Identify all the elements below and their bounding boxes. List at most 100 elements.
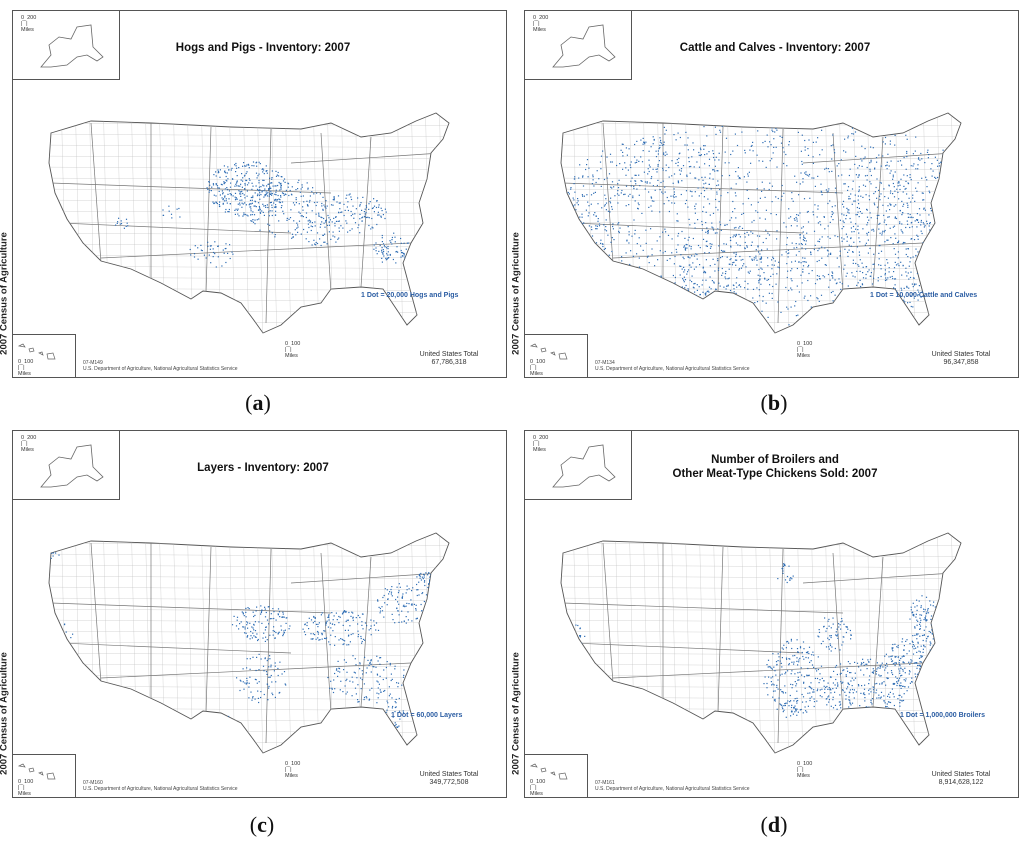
- dot: [230, 193, 232, 195]
- dot: [573, 199, 575, 201]
- dot: [755, 257, 757, 259]
- dot: [281, 673, 283, 675]
- dot: [377, 600, 379, 602]
- dot: [629, 164, 631, 166]
- dot: [774, 698, 776, 700]
- dot: [263, 205, 265, 207]
- dot: [796, 657, 798, 659]
- dot: [405, 592, 407, 594]
- dot: [912, 194, 914, 196]
- dot: [293, 220, 295, 222]
- dot: [388, 593, 390, 595]
- dot: [802, 231, 804, 233]
- dot: [274, 199, 276, 201]
- dot: [792, 684, 794, 686]
- dot: [364, 208, 366, 210]
- dot: [803, 681, 805, 683]
- dot: [601, 261, 603, 263]
- dot: [254, 678, 256, 680]
- dot: [227, 166, 229, 168]
- dot: [324, 241, 326, 243]
- dot: [290, 209, 292, 211]
- dot: [843, 623, 845, 625]
- dot: [568, 647, 571, 649]
- dot: [324, 630, 326, 632]
- dot: [895, 264, 898, 266]
- dot: [900, 287, 902, 289]
- dot: [878, 264, 880, 266]
- dot: [375, 247, 377, 249]
- dot: [931, 633, 934, 635]
- dot: [881, 662, 883, 664]
- side-label: 2007 Census of Agriculture: [510, 232, 522, 355]
- dot: [878, 228, 880, 230]
- dot: [701, 220, 703, 223]
- dot: [841, 644, 843, 646]
- dot: [715, 206, 717, 208]
- dot: [874, 131, 877, 133]
- dot: [940, 215, 942, 217]
- dot: [886, 703, 888, 705]
- dot: [886, 164, 888, 166]
- dot: [911, 681, 913, 683]
- dot: [612, 228, 614, 230]
- dot: [625, 205, 627, 207]
- dot: [344, 610, 346, 612]
- dot: [887, 153, 889, 155]
- dot: [933, 203, 935, 205]
- dot: [686, 244, 688, 246]
- dot: [839, 219, 841, 221]
- dot: [380, 657, 382, 659]
- dot: [257, 209, 260, 211]
- dot: [884, 274, 886, 276]
- dot: [706, 227, 708, 229]
- dot: [906, 152, 908, 154]
- dot: [240, 183, 242, 185]
- dot: [634, 233, 636, 235]
- dot: [735, 171, 737, 173]
- dot: [197, 247, 199, 249]
- dot: [854, 276, 856, 278]
- dot: [264, 195, 266, 197]
- dot: [406, 602, 408, 604]
- dot: [273, 202, 275, 204]
- dot: [277, 194, 279, 197]
- dot: [728, 162, 730, 164]
- dot: [242, 668, 244, 670]
- dot: [364, 639, 366, 641]
- dot: [212, 717, 214, 719]
- dot: [342, 639, 344, 641]
- dot: [966, 282, 967, 283]
- dot: [883, 711, 885, 713]
- dot: [949, 246, 951, 248]
- dot: [894, 284, 896, 286]
- dot: [753, 257, 755, 259]
- dot: [303, 201, 305, 203]
- dot: [800, 262, 802, 264]
- dot: [884, 219, 886, 221]
- dot: [222, 203, 224, 205]
- dot: [883, 700, 885, 702]
- dot: [730, 153, 732, 156]
- dot: [651, 248, 653, 250]
- dot: [561, 220, 562, 222]
- dot: [791, 289, 793, 291]
- dot: [391, 697, 393, 699]
- dot: [967, 212, 968, 213]
- dot: [435, 586, 437, 588]
- dot: [343, 669, 345, 671]
- dot: [845, 694, 847, 697]
- dot: [342, 624, 344, 626]
- dot: [710, 245, 712, 248]
- dot: [276, 199, 278, 201]
- dot: [912, 286, 914, 288]
- dot: [687, 137, 689, 139]
- dot: [218, 190, 220, 192]
- dot: [775, 283, 777, 285]
- dot: [704, 145, 706, 147]
- dot: [894, 278, 896, 280]
- dot: [825, 686, 827, 688]
- dot: [907, 256, 909, 258]
- dot: [900, 295, 902, 297]
- dot: [376, 655, 378, 657]
